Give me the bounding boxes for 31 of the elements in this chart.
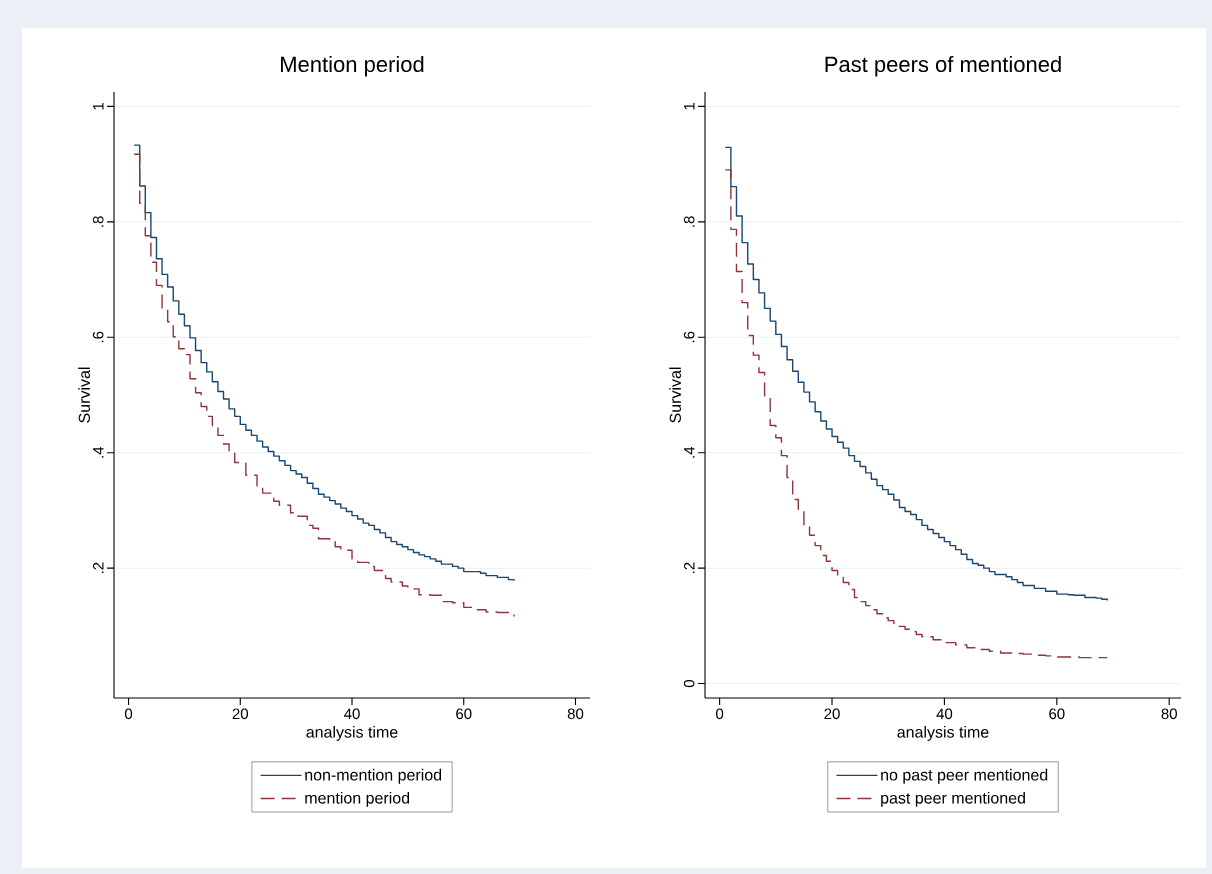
x-tick-label: 40	[936, 708, 953, 720]
legend-label: non-mention period	[305, 768, 442, 784]
y-tick-label: .6	[92, 331, 104, 343]
y-tick-label: .4	[93, 446, 104, 458]
y-tick-label: 1	[93, 102, 104, 110]
legend-label: no past peer mentioned	[881, 768, 1048, 784]
y-tick-label: .4	[684, 446, 695, 458]
y-tick-label: .2	[93, 562, 104, 574]
legend-label: mention period	[305, 791, 410, 807]
x-tick-label: 40	[344, 708, 360, 720]
y-tick-label: .6	[683, 331, 695, 343]
y-tick-label: 0	[683, 679, 695, 688]
x-axis-title: analysis time	[897, 726, 989, 741]
chart-title: Past peers of mentioned	[825, 55, 1061, 77]
x-tick-label: 80	[567, 708, 584, 720]
x-tick-label: 80	[1161, 708, 1177, 720]
y-tick-label: 1	[684, 102, 695, 110]
x-tick-label: 60	[456, 708, 472, 720]
chart-title: Mention period	[281, 55, 424, 77]
x-tick-label: 60	[1049, 708, 1065, 720]
x-tick-label: 20	[824, 708, 840, 720]
y-tick-label: .8	[683, 216, 695, 227]
x-tick-label: 0	[716, 708, 724, 720]
x-tick-label: 20	[232, 708, 249, 720]
x-tick-label: 0	[124, 708, 133, 720]
y-axis-title: Survival	[669, 367, 681, 423]
x-axis-title: analysis time	[306, 726, 398, 741]
y-axis-title: Survival	[78, 367, 90, 423]
legend-label: past peer mentioned	[881, 791, 1025, 807]
y-tick-label: .8	[92, 216, 104, 227]
y-tick-label: .2	[684, 562, 695, 574]
